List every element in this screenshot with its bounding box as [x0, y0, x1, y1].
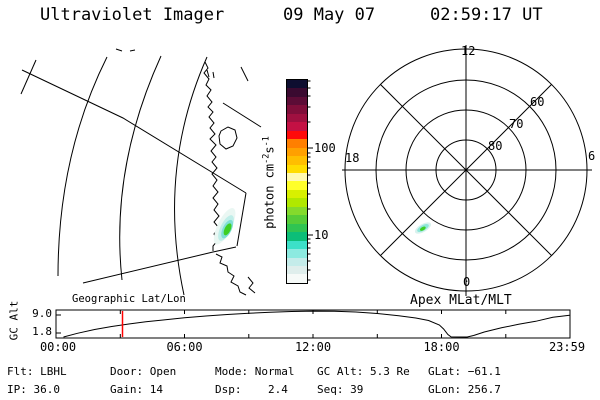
colorbar-tick-10: 10 [314, 228, 329, 242]
status-door: Door: Open [110, 365, 177, 378]
grid-parallel [82, 246, 237, 284]
polar-panel-label: Apex MLat/MLT [410, 293, 512, 308]
coastline [203, 61, 220, 251]
xtick-1800: 18:00 [423, 340, 460, 354]
map-panel [20, 48, 262, 296]
colorbar-step [287, 232, 307, 241]
colorbar-step [287, 215, 307, 224]
coastline-fragments [115, 48, 256, 296]
status-seq: Seq: 39 [317, 383, 364, 396]
colorbar-tick-100: 100 [314, 141, 336, 155]
colorbar-gradient [286, 79, 308, 284]
colorbar-step [287, 113, 307, 123]
colorbar-step [287, 130, 307, 140]
status-dsp: Dsp: 2.4 [215, 383, 288, 396]
aurora-blob-map [213, 207, 236, 245]
grid-arc [174, 56, 208, 296]
colorbar-step [287, 122, 307, 131]
gc-alt-plot [55, 309, 571, 339]
colorbar-step [287, 240, 307, 250]
colorbar-step [287, 156, 307, 165]
status-glon: GLon: 256.7 [428, 383, 501, 396]
colorbar-step [287, 198, 307, 207]
status-glat: GLat: −61.1 [428, 365, 501, 378]
mlat-label-60: 60 [530, 95, 545, 109]
gc-alt-ylabel: GC Alt [7, 300, 21, 341]
mlat-label-70: 70 [509, 117, 524, 131]
colorbar-step [287, 80, 307, 89]
axis-ticks [56, 310, 507, 338]
mlt-spoke-diagonal [380, 84, 552, 256]
colorbar-step [287, 206, 307, 216]
grid-arc [119, 55, 162, 281]
grid-parallel [222, 102, 262, 128]
status-ip: IP: 36.0 [7, 383, 60, 396]
mlt-label-6: 6 [588, 149, 596, 163]
grid-arc [57, 56, 108, 277]
colorbar-step [287, 274, 307, 283]
colorbar-ticks [307, 80, 313, 281]
polar-panel [342, 45, 592, 296]
app-title: Ultraviolet Imager [40, 5, 225, 25]
title-date: 09 May 07 [283, 5, 376, 25]
colorbar-step [287, 105, 307, 114]
colorbar-step [287, 88, 307, 97]
ytick-9: 9.0 [32, 307, 52, 320]
colorbar-step [287, 265, 307, 275]
colorbar-step [287, 257, 307, 266]
xtick-0000: 00:00 [39, 340, 77, 354]
ytick-1-8: 1.8 [32, 325, 52, 338]
mlt-label-18: 18 [345, 151, 360, 165]
xtick-1200: 12:00 [294, 340, 332, 354]
xtick-0600: 06:00 [166, 340, 203, 354]
coastline-island [218, 126, 238, 150]
colorbar-step [287, 164, 307, 173]
swath-edge [236, 192, 247, 247]
colorbar-step [287, 147, 307, 157]
minor-ticks [307, 80, 311, 281]
aurora-blob-polar [414, 222, 432, 234]
major-ticks [307, 147, 313, 236]
plot-frame [55, 309, 571, 339]
colorbar-step [287, 249, 307, 258]
grid-parallel [21, 69, 247, 194]
colorbar-step [287, 96, 307, 106]
mlt-label-12: 12 [461, 44, 476, 58]
grid-arc [240, 66, 249, 82]
colorbar-unit-label: photon cm-2s-1 [261, 136, 277, 229]
colorbar-step [287, 223, 307, 233]
status-gcalt: GC Alt: 5.3 Re [317, 365, 410, 378]
status-gain: Gain: 14 [110, 383, 163, 396]
status-mode: Mode: Normal [215, 365, 295, 378]
xtick-2359: 23:59 [548, 340, 586, 354]
mlat-label-80: 80 [488, 139, 503, 153]
colorbar-step [287, 172, 307, 182]
title-time: 02:59:17 UT [430, 5, 543, 25]
status-flt: Flt: LBHL [7, 365, 67, 378]
grid-arc [20, 59, 37, 95]
colorbar-step [287, 139, 307, 148]
colorbar-step [287, 189, 307, 199]
map-panel-label: Geographic Lat/Lon [72, 293, 186, 305]
colorbar-step [287, 181, 307, 190]
altitude-curve [63, 310, 570, 338]
mlt-label-0: 0 [463, 275, 471, 289]
